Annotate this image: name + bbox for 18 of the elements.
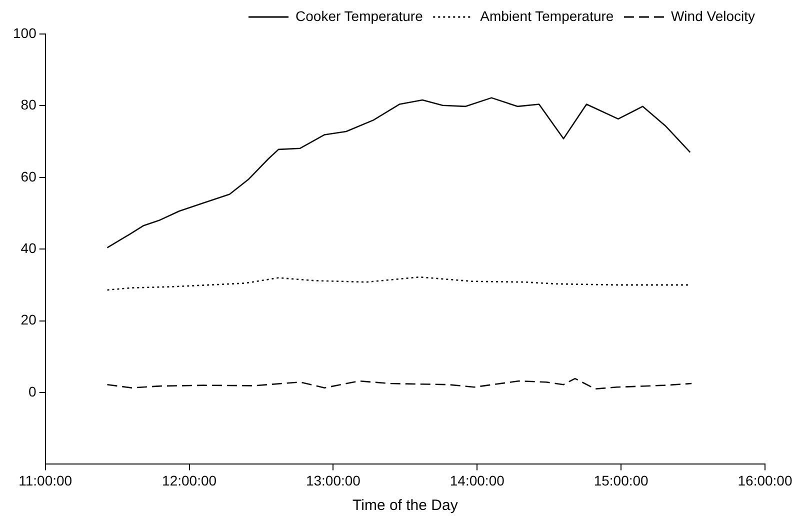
x-tick-label: 12:00:00 (162, 472, 217, 488)
y-tick-label: 100 (13, 24, 37, 41)
x-tick-label: 16:00:00 (738, 472, 792, 488)
y-tick-label: 60 (20, 168, 37, 184)
line-series (106, 378, 692, 390)
legend-label: Ambient Temperature (480, 8, 614, 24)
legend-label: Cooker Temperature (296, 8, 424, 24)
x-tick-label: 13:00:00 (306, 472, 361, 488)
line-series (106, 276, 691, 291)
legend-label: Wind Velocity (670, 8, 756, 24)
x-tick-label: 14:00:00 (450, 472, 505, 488)
y-tick-label: 80 (20, 96, 37, 113)
x-tick-label: 11:00:00 (18, 472, 72, 488)
y-tick-label: 40 (20, 240, 37, 256)
x-axis-title: Time of the Day (352, 497, 458, 514)
y-tick-label: 0 (28, 383, 37, 400)
x-tick-label: 15:00:00 (594, 472, 649, 488)
y-tick-label: 20 (20, 312, 37, 328)
